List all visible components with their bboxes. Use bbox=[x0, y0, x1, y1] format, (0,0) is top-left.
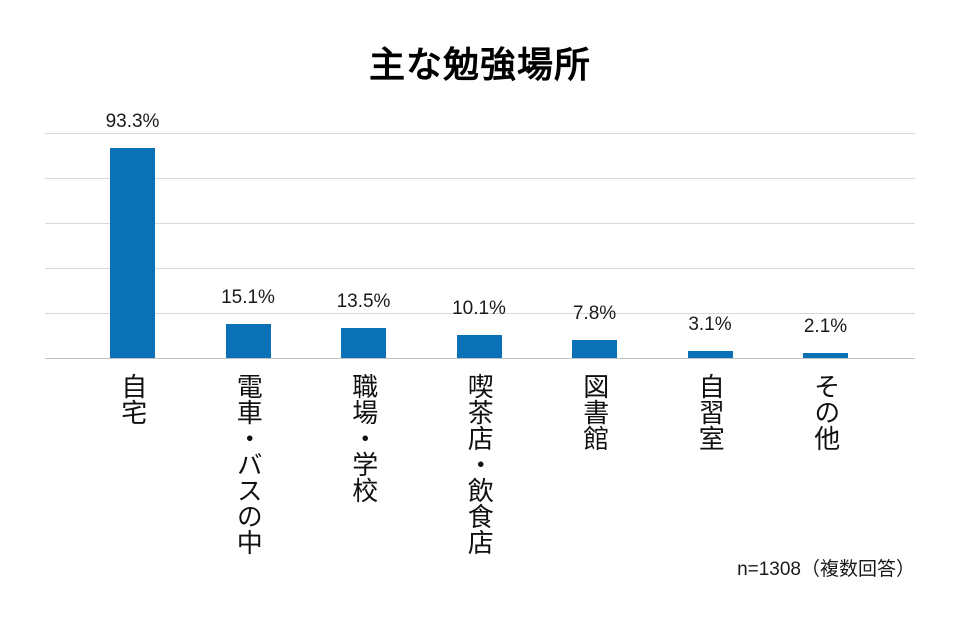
bar bbox=[456, 335, 502, 358]
category-label: 電車・バスの中 bbox=[233, 373, 264, 555]
value-label: 2.1% bbox=[803, 316, 848, 338]
category-label: 喫茶店・飲食店 bbox=[464, 373, 495, 555]
axis-baseline bbox=[45, 358, 915, 359]
bar bbox=[225, 324, 271, 358]
category-label: 自習室 bbox=[695, 373, 726, 451]
bar bbox=[687, 351, 733, 358]
bar bbox=[803, 353, 848, 358]
bar bbox=[341, 327, 386, 358]
value-label: 10.1% bbox=[452, 298, 506, 320]
value-label: 3.1% bbox=[688, 314, 732, 336]
category-label: 職場・学校 bbox=[348, 373, 379, 503]
value-label: 15.1% bbox=[221, 287, 275, 309]
value-label: 13.5% bbox=[336, 290, 391, 312]
category-label: 図書館 bbox=[579, 373, 610, 451]
category-label: 自宅 bbox=[117, 373, 148, 425]
value-label: 93.3% bbox=[105, 111, 160, 133]
gridline bbox=[45, 223, 915, 224]
bar bbox=[572, 340, 617, 358]
gridline bbox=[45, 268, 915, 269]
gridline bbox=[45, 133, 915, 134]
sample-size-note: n=1308（複数回答） bbox=[737, 559, 915, 580]
chart-title: 主な勉強場所 bbox=[368, 44, 591, 85]
plot-area: 93.3% 15.1% 13.5% 10.1% 7.8% 3.1% 2.1% bbox=[45, 111, 915, 359]
gridline bbox=[45, 313, 915, 314]
value-label: 7.8% bbox=[572, 303, 617, 325]
category-label: その他 bbox=[810, 373, 841, 451]
bar bbox=[110, 148, 155, 358]
gridline bbox=[45, 178, 915, 179]
